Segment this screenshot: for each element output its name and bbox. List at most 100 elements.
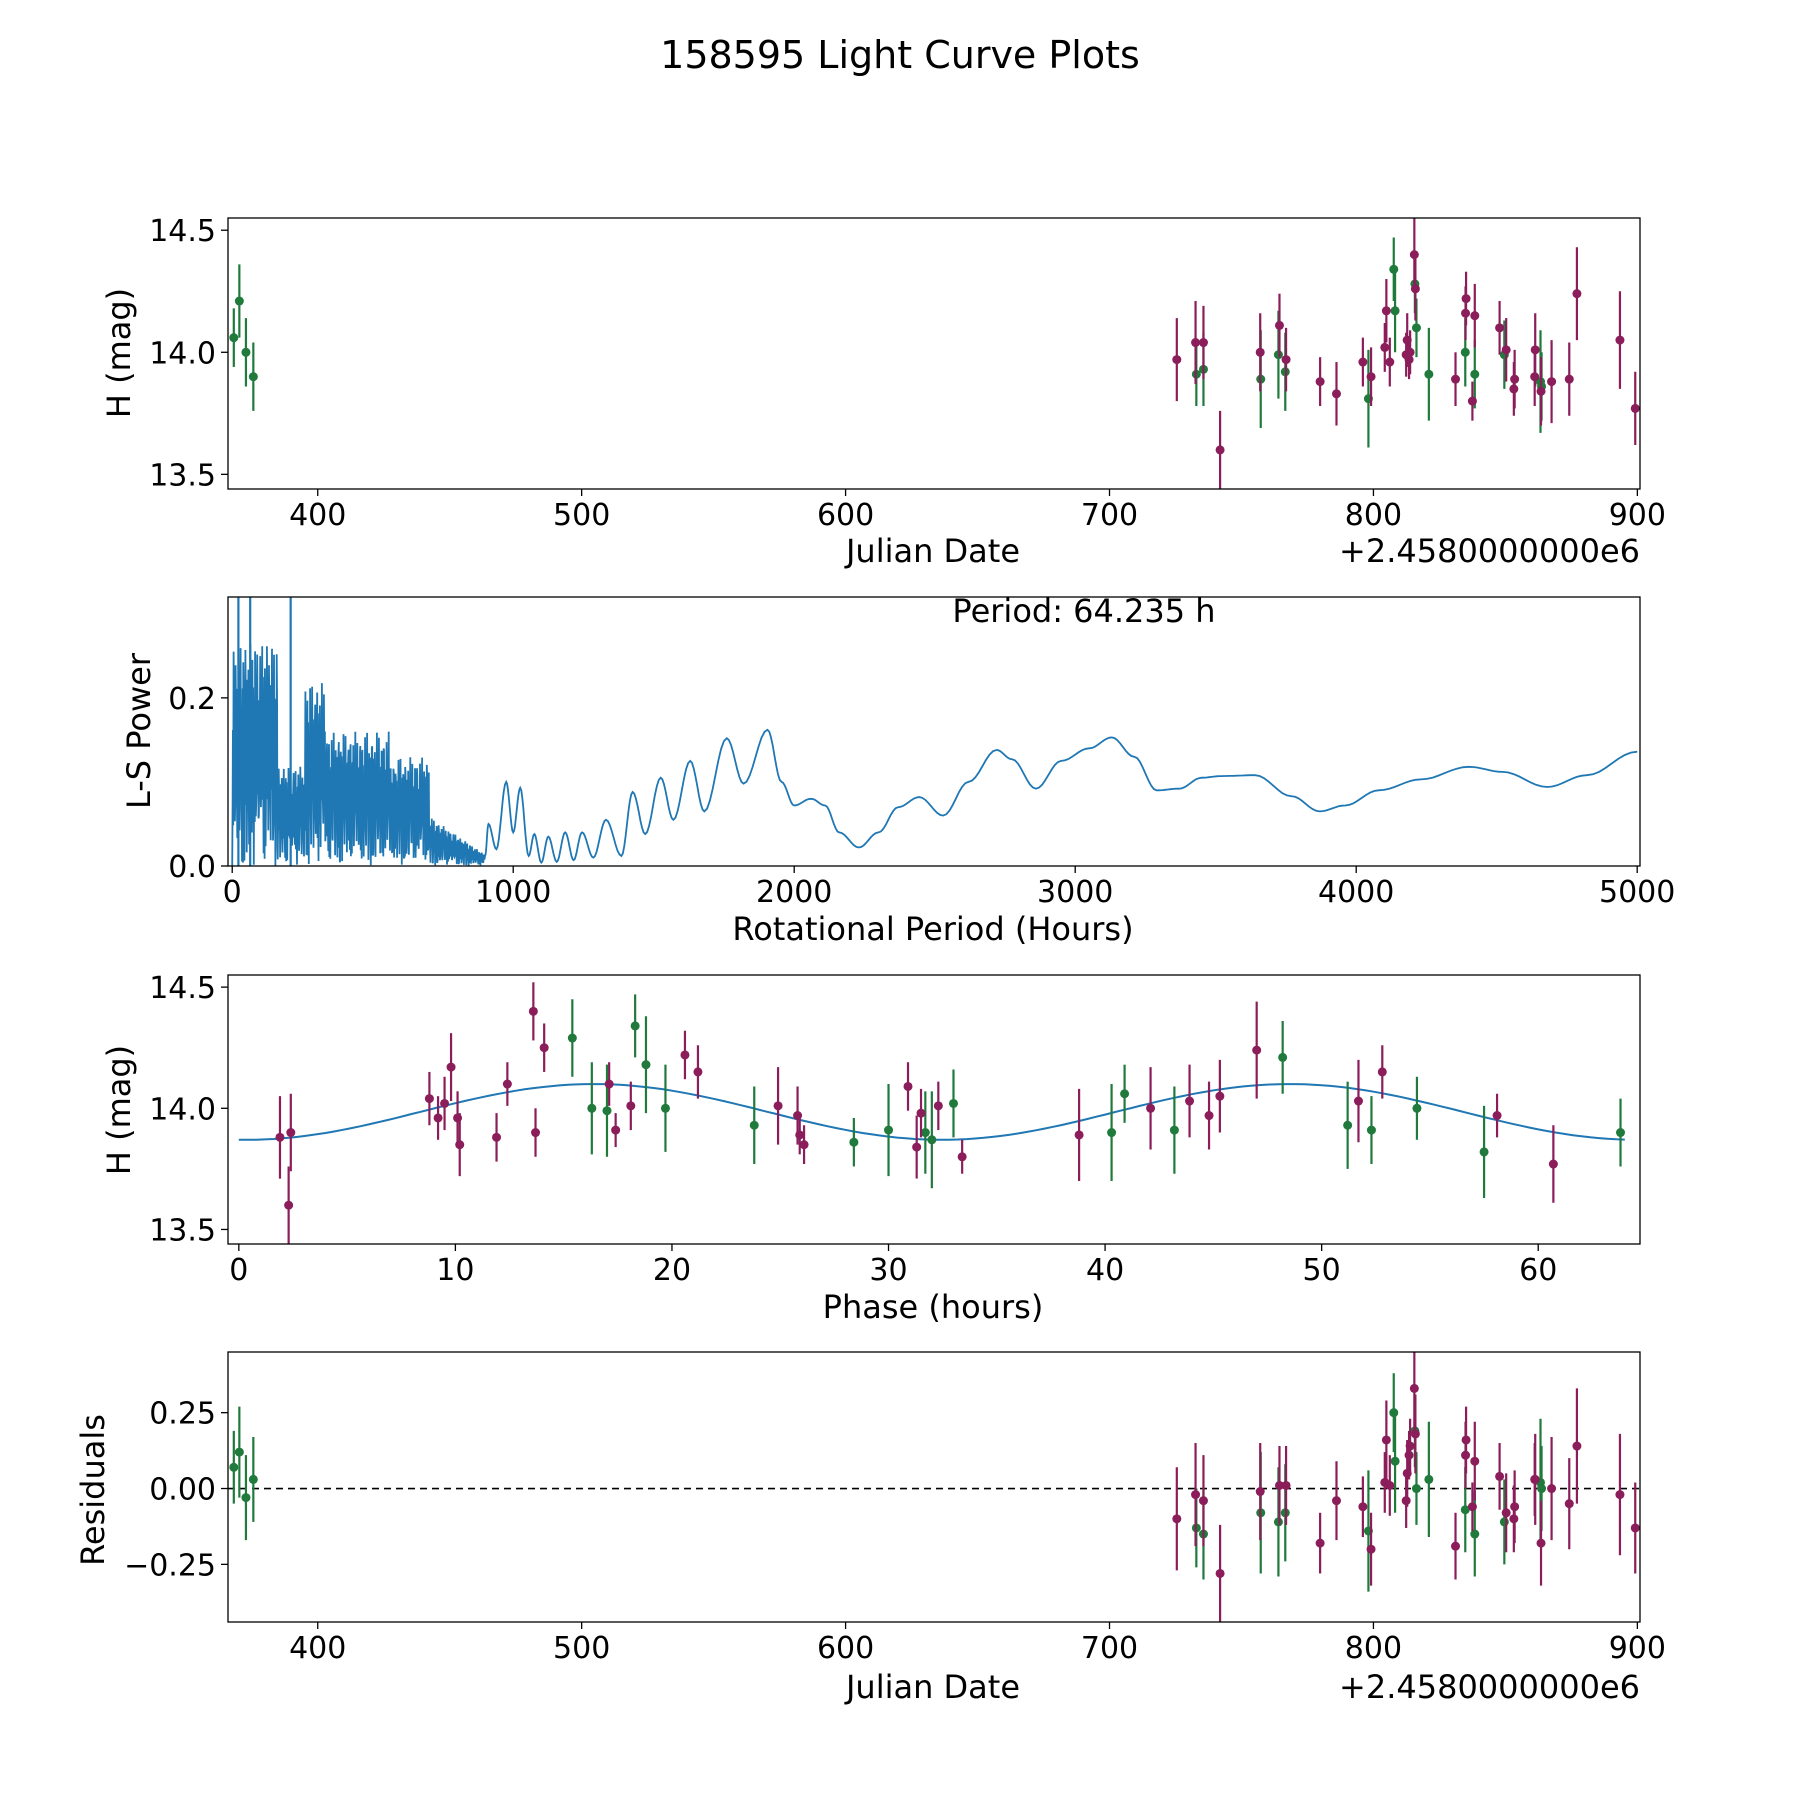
purple-data-point: [440, 1098, 450, 1108]
purple-data-point: [1274, 1480, 1284, 1490]
purple-data-point: [1315, 377, 1325, 387]
purple-data-point: [1380, 342, 1390, 352]
purple-data-point: [286, 1128, 296, 1138]
purple-data-point: [284, 1200, 294, 1210]
purple-data-point: [1501, 1508, 1511, 1518]
purple-data-point: [795, 1130, 805, 1140]
purple-data-point: [1510, 1502, 1520, 1512]
purple-data-point: [492, 1132, 502, 1142]
green-data-point: [1424, 1474, 1434, 1484]
purple-data-point: [1547, 377, 1557, 387]
green-data-point: [241, 1493, 251, 1503]
period-annotation: Period: 64.235 h: [952, 592, 1215, 630]
ls-xtick-label: 1000: [475, 875, 551, 910]
purple-data-point: [1172, 1514, 1182, 1524]
green-data-point: [229, 1462, 239, 1472]
purple-data-point: [1410, 284, 1420, 294]
ls-xtick-label: 3000: [1037, 875, 1113, 910]
purple-data-point: [1358, 1502, 1368, 1512]
phase-xtick-label: 50: [1303, 1253, 1341, 1288]
purple-data-point: [1074, 1130, 1084, 1140]
green-data-point: [1616, 1128, 1626, 1138]
green-data-point: [920, 1128, 930, 1138]
purple-data-point: [1495, 1471, 1505, 1481]
purple-data-point: [528, 1006, 538, 1016]
periodogram-line: [231, 643, 1638, 866]
purple-data-point: [1510, 374, 1520, 384]
purple-data-point: [773, 1101, 783, 1111]
purple-data-point: [1281, 1480, 1291, 1490]
purple-data-point: [1461, 294, 1471, 304]
phase-ytick-label: 14.0: [149, 1092, 216, 1127]
green-data-point: [1499, 1517, 1509, 1527]
ls-xtick-label: 0: [223, 875, 242, 910]
green-data-point: [1411, 1484, 1421, 1494]
purple-data-point: [1530, 1474, 1540, 1484]
res-plot-area: [228, 1352, 1640, 1622]
purple-data-point: [912, 1142, 922, 1152]
green-data-point: [234, 296, 244, 306]
purple-data-point: [1548, 1159, 1558, 1169]
purple-data-point: [1564, 1499, 1574, 1509]
phase-ylabel: H (mag): [100, 1045, 138, 1175]
purple-data-point: [1146, 1103, 1156, 1113]
ls-xtick-label: 5000: [1599, 875, 1675, 910]
phase-xtick-label: 0: [229, 1253, 248, 1288]
phase-xtick-label: 60: [1519, 1253, 1557, 1288]
res-ytick-label: 0.00: [149, 1473, 216, 1508]
green-data-point: [1107, 1128, 1117, 1138]
lc-xtick-label: 800: [1345, 498, 1402, 533]
lc-xtick-label: 400: [289, 498, 346, 533]
phase-folded-panel: Phase (hours) H (mag) 0 10 20 30 40 50 60 13.5 1…: [100, 971, 1641, 1326]
green-data-point: [1411, 323, 1421, 333]
green-data-point: [1460, 1505, 1470, 1515]
purple-data-point: [1331, 1496, 1341, 1506]
res-xtick-label: 400: [289, 1631, 346, 1666]
purple-data-point: [1410, 1429, 1420, 1439]
purple-data-point: [799, 1140, 809, 1150]
purple-data-point: [1255, 347, 1265, 357]
purple-data-point: [1470, 1456, 1480, 1466]
green-data-point: [948, 1098, 958, 1108]
phase-plot-area: [238, 982, 1626, 1244]
purple-data-point: [1353, 1096, 1363, 1106]
purple-data-point: [680, 1050, 690, 1060]
purple-data-point: [455, 1140, 465, 1150]
residuals-ylabel: Residuals: [74, 1414, 112, 1566]
purple-data-point: [1315, 1538, 1325, 1548]
purple-data-point: [1381, 306, 1391, 316]
res-xtick-label: 800: [1345, 1631, 1402, 1666]
lc-axes-frame: [227, 217, 1641, 490]
purple-data-point: [1470, 311, 1480, 321]
purple-data-point: [502, 1079, 512, 1089]
purple-data-point: [1358, 357, 1368, 367]
purple-data-point: [1366, 372, 1376, 382]
green-data-point: [241, 347, 251, 357]
purple-data-point: [1198, 1496, 1208, 1506]
lc-ytick-label: 14.0: [149, 336, 216, 371]
green-data-point: [641, 1060, 651, 1070]
purple-data-point: [1409, 250, 1419, 260]
lc-xtick-label: 500: [553, 498, 610, 533]
residuals-panel: Julian Date Residuals +2.4580000000e6 40…: [74, 1351, 1666, 1706]
purple-data-point: [1381, 1435, 1391, 1445]
purple-data-point: [604, 1079, 614, 1089]
green-data-point: [234, 1447, 244, 1457]
lc-plot-area: [229, 218, 1640, 489]
green-data-point: [602, 1106, 612, 1116]
green-data-point: [1412, 1103, 1422, 1113]
purple-data-point: [1405, 347, 1415, 357]
purple-data-point: [1172, 355, 1182, 365]
phase-xtick-label: 20: [653, 1253, 691, 1288]
green-data-point: [1460, 347, 1470, 357]
light-curve-offset-label: +2.4580000000e6: [1339, 532, 1640, 570]
purple-data-point: [1198, 338, 1208, 348]
purple-data-point: [446, 1062, 456, 1072]
periodogram-xlabel: Rotational Period (Hours): [732, 910, 1133, 948]
purple-data-point: [1366, 1544, 1376, 1554]
green-data-point: [630, 1021, 640, 1031]
purple-data-point: [1215, 1568, 1225, 1578]
ls-xtick-label: 4000: [1318, 875, 1394, 910]
purple-data-point: [1274, 320, 1284, 330]
